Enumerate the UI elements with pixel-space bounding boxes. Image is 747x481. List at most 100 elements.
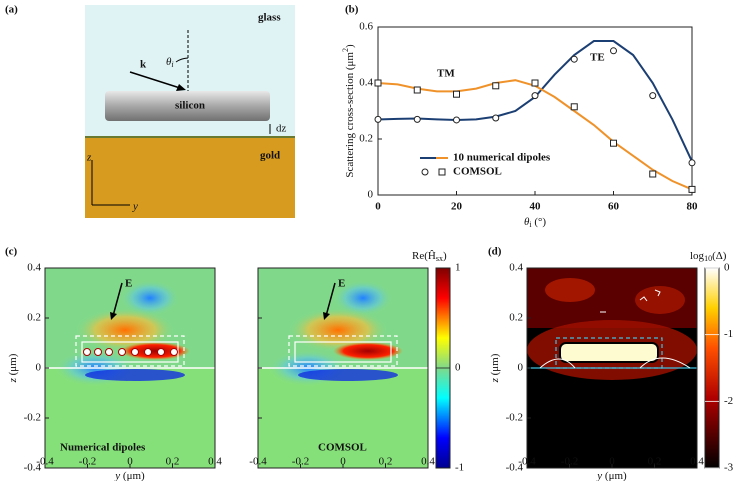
comsol-point [570, 103, 578, 111]
unit: (μm) [7, 353, 19, 378]
t: log [690, 250, 705, 262]
y-tick-label: -0.2 [24, 412, 41, 424]
field-map-numerical [44, 267, 216, 469]
sub: sx [436, 254, 443, 263]
var: θ [524, 216, 530, 228]
y-tick-label: 0.2 [359, 133, 373, 145]
comsol-point [453, 90, 460, 98]
gold-label: gold [260, 150, 280, 162]
y-tick-label: 0 [368, 189, 374, 201]
x-tick-label: 0.4 [208, 456, 222, 468]
glass-label: glass [258, 12, 281, 24]
panel-label: (d) [488, 246, 502, 258]
colorbar-tick-label: 0 [724, 262, 730, 274]
silicon-rod [105, 91, 270, 121]
colorbar-title: log10(Δ) [690, 250, 727, 263]
error-map [527, 268, 697, 468]
x-tick-label: -0.2 [79, 456, 96, 468]
x-tick-label: 0 [375, 201, 381, 213]
theta-label: θi [166, 56, 174, 69]
chart: (b) 0 20 40 60 80 0 0.2 0.4 0.6 θi (°) Scattering … [341, 4, 698, 229]
x-tick-label: 80 [687, 201, 699, 213]
panel-label: (b) [345, 4, 359, 16]
x-tick-label: -0.2 [561, 456, 578, 468]
y-label: y [132, 201, 138, 213]
y-axis-label: Scattering cross-section (μm2) [341, 44, 356, 178]
comsol-point [610, 139, 617, 147]
panel-label: (a) [5, 4, 18, 16]
angle-arc [175, 57, 189, 63]
curve-label: TE [590, 52, 605, 64]
x-tick-label: 60 [608, 201, 620, 213]
field-label: E [338, 278, 345, 290]
x-tick-label: 0.2 [648, 456, 662, 468]
comsol-point [413, 115, 421, 123]
x-tick-label: 0.4 [421, 456, 435, 468]
x-tick-label: 0.2 [166, 456, 180, 468]
panel-label: (c) [5, 246, 18, 258]
field-map-comsol [257, 267, 429, 469]
x-tick-label: -0.4 [249, 456, 267, 468]
dz-label: dz [276, 123, 287, 135]
comsol-point [688, 159, 696, 167]
colorbar-title: Re(Ĥsx) [412, 250, 447, 263]
colorbar-tick-label: 0 [455, 362, 461, 374]
x-tick-label: 0 [609, 456, 615, 468]
x-axis-label: y (μm) [114, 470, 145, 481]
schematic: (a) glass silicon gold k θi dz z y [5, 4, 295, 218]
colorbar-tick-label: -1 [724, 328, 733, 340]
field-maps: (c) (d) Numerical dipoles COMSOL E E Re(… [5, 246, 727, 469]
legend-marker [421, 168, 429, 176]
comsol-point [413, 86, 421, 94]
x-tick-label: 0.2 [379, 456, 393, 468]
colorbar-tick-label: -1 [455, 462, 464, 474]
comsol-point [531, 92, 539, 100]
x-tick-label: -0.4 [518, 456, 536, 468]
x-tick-label: 40 [530, 201, 542, 213]
y-tick-label: -0.4 [24, 462, 42, 474]
var: z [7, 377, 19, 383]
y-tick-label: 0.4 [359, 77, 373, 89]
y-tick-label: 0.2 [509, 312, 523, 324]
legend-text: COMSOL [453, 166, 502, 178]
var: y [596, 470, 602, 481]
colorbar [704, 267, 720, 469]
x-tick-label: 0 [340, 456, 346, 468]
comsol-point [570, 55, 578, 63]
t: ) [344, 44, 356, 48]
theta: θ [166, 56, 172, 68]
unit: (μm) [120, 470, 145, 481]
legend-text: 10 numerical dipoles [453, 152, 551, 164]
var: z [489, 377, 501, 383]
map-caption: Numerical dipoles [60, 442, 146, 454]
y-tick-label: -0.4 [506, 462, 524, 474]
sup: 2 [341, 48, 350, 52]
y-tick-label: 0.2 [27, 312, 41, 324]
legend-marker [438, 168, 446, 176]
y-tick-label: 0 [518, 362, 524, 374]
silicon-label: silicon [175, 100, 205, 112]
comsol-point [649, 92, 657, 100]
comsol-point [688, 185, 696, 193]
comsol-point [649, 170, 657, 178]
dipoles [83, 348, 178, 356]
t: ) [443, 250, 447, 262]
colorbar-tick-label: -3 [724, 462, 734, 474]
comsol-point [531, 79, 539, 87]
x-tick-label: 20 [451, 201, 463, 213]
x-tick-label: -0.2 [292, 456, 309, 468]
axis-label: z (μm) [7, 353, 19, 383]
comsol-point [374, 79, 382, 87]
unit: (°) [532, 216, 547, 228]
x-tick-label: 0 [127, 456, 133, 468]
y-tick-label: 0.6 [359, 21, 373, 33]
x-tick-label: 0.4 [690, 456, 704, 468]
comsol-point [492, 114, 500, 122]
x-tick-label: -0.4 [36, 456, 54, 468]
sub: 10 [704, 254, 712, 263]
unit: (μm) [602, 470, 627, 481]
comsol-point [610, 47, 617, 55]
x-axis-label: y (μm) [596, 470, 627, 481]
k-label: k [140, 59, 147, 71]
x-axis-label: θi (°) [524, 216, 546, 229]
